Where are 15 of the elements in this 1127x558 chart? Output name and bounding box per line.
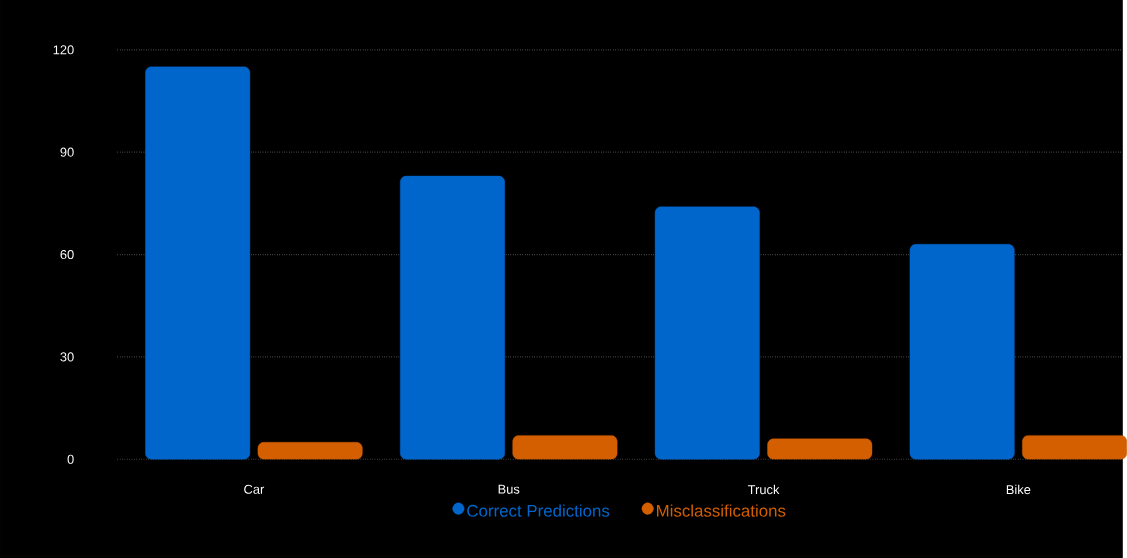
bar (145, 66, 251, 460)
y-tick-label: 90 (60, 147, 74, 157)
y-tick-label: 0 (67, 454, 74, 464)
x-tick-label: Car (244, 484, 265, 494)
bar (909, 244, 1015, 460)
x-tick-label: Bike (1006, 484, 1031, 495)
legend-label: Misclassifications (657, 504, 786, 517)
bar (400, 175, 505, 460)
x-tick-label: Bus (498, 484, 520, 494)
y-tick-label: 60 (60, 250, 74, 260)
x-tick-label: Truck (747, 484, 780, 495)
y-tick-label: 120 (53, 45, 74, 55)
bar (654, 206, 760, 460)
y-tick-label: 30 (60, 352, 74, 362)
legend-label: Correct Predictions (467, 504, 610, 517)
